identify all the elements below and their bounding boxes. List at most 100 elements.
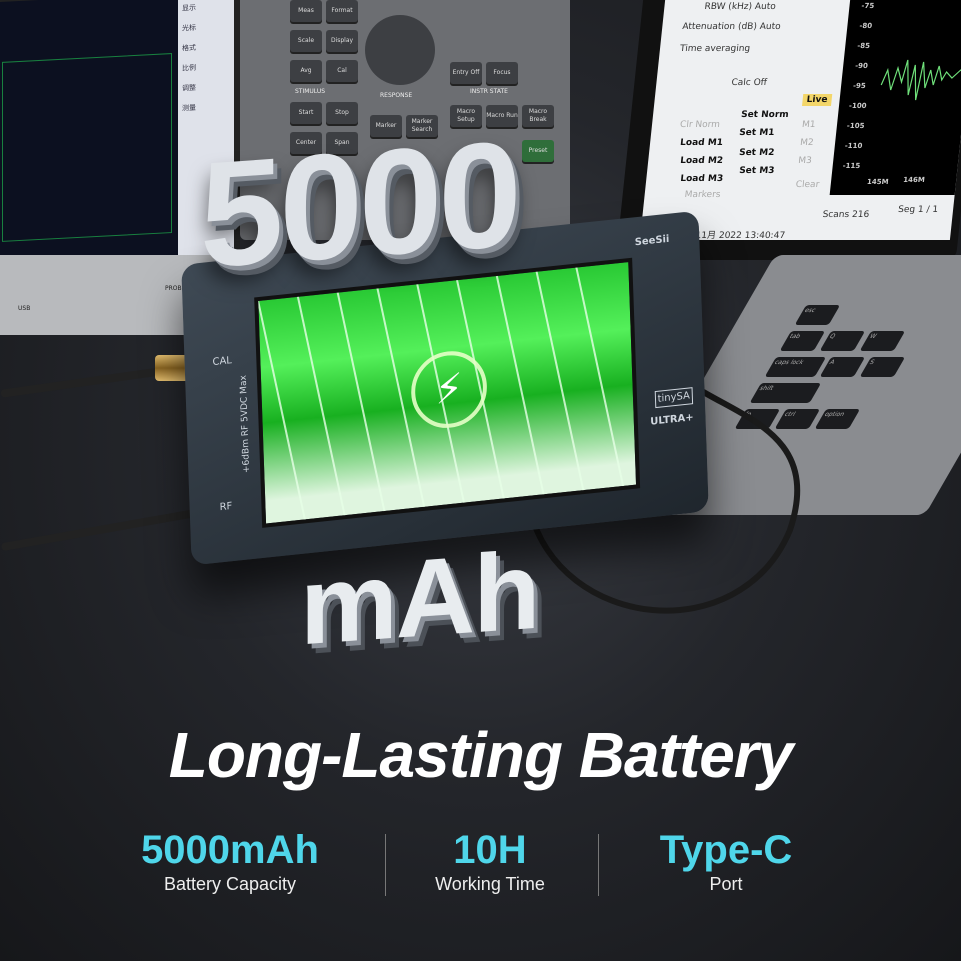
cal-cable xyxy=(0,366,170,398)
dpad xyxy=(365,15,435,85)
set-norm-button: Set Norm xyxy=(740,110,790,120)
menu-label: 光标 xyxy=(182,23,196,33)
section-label: RESPONSE xyxy=(380,92,413,99)
y-tick: -100 xyxy=(848,102,867,110)
live-button: Live xyxy=(801,94,833,106)
rating-label: +6dBm RF 5VDC Max xyxy=(238,374,253,474)
variant-label: ULTRA+ xyxy=(650,412,694,428)
section-label: INSTR STATE xyxy=(470,88,508,95)
panel-button: Meas xyxy=(290,0,322,22)
divider xyxy=(385,834,386,896)
lightning-bolt-icon: ⚡ xyxy=(409,347,489,432)
menu-label: 调整 xyxy=(182,83,196,93)
panel-button: Macro Run xyxy=(486,105,518,127)
set-m2-button: Set M2 xyxy=(738,148,775,158)
screen-stripe xyxy=(332,274,393,528)
key: option xyxy=(814,409,861,429)
laptop-screen: RBW (kHz) Auto Attenuation (dB) Auto Tim… xyxy=(639,0,961,240)
monitor-plot xyxy=(2,53,172,242)
stat-value: Type-C xyxy=(659,828,793,872)
model-logo: tinySA xyxy=(654,387,694,409)
clr-norm-button: Clr Norm xyxy=(679,120,721,130)
y-tick: -85 xyxy=(856,42,871,50)
attenuation-setting: Attenuation (dB) Auto xyxy=(681,22,782,32)
time-averaging-label: Time averaging xyxy=(679,44,751,54)
spectrum-plot: -75 -80 -85 -90 -95 -100 -105 -110 -115 … xyxy=(829,0,961,195)
scans-count: Scans 216 xyxy=(822,210,870,220)
section-label: STIMULUS xyxy=(295,88,326,95)
key: tab xyxy=(779,331,826,351)
y-tick: -110 xyxy=(844,142,863,150)
cal-port-label: CAL xyxy=(212,355,233,369)
y-tick: -90 xyxy=(854,62,869,70)
hero-unit: mAh xyxy=(300,528,539,669)
panel-button: Macro Setup xyxy=(450,105,482,127)
panel-button: Avg xyxy=(290,60,322,82)
calc-select: Calc Off xyxy=(730,78,768,88)
device-screen: ⚡ xyxy=(254,257,641,528)
rf-cable xyxy=(0,506,210,552)
load-m3-button: Load M3 xyxy=(679,174,724,184)
menu-label: 格式 xyxy=(182,43,196,53)
panel-button: Preset xyxy=(522,140,554,162)
brand-label: SeeSii xyxy=(634,233,670,249)
key: S xyxy=(859,357,906,377)
stat-label: Port xyxy=(709,874,743,894)
panel-button: Scale xyxy=(290,30,322,52)
panel-button: Focus xyxy=(486,62,518,84)
m2-indicator: M2 xyxy=(799,138,815,148)
y-tick: -105 xyxy=(846,122,865,130)
screen-stripe xyxy=(293,279,354,528)
x-tick: 145M xyxy=(866,178,890,186)
segment-indicator: Seg 1 / 1 xyxy=(897,205,939,215)
rf-port-label: RF xyxy=(219,500,233,514)
m1-indicator: M1 xyxy=(801,120,817,130)
set-m1-button: Set M1 xyxy=(738,128,775,138)
key: W xyxy=(859,331,906,351)
rbw-setting: RBW (kHz) Auto xyxy=(703,2,777,12)
stat-value: 5000mAh xyxy=(141,828,319,872)
y-tick: -75 xyxy=(861,2,875,10)
stat-label: Working Time xyxy=(435,874,545,894)
x-tick: 146M xyxy=(902,176,926,184)
panel-button: Marker xyxy=(370,115,402,137)
panel-button: Display xyxy=(326,30,358,52)
load-m1-button: Load M1 xyxy=(679,138,724,148)
menu-label: 测量 xyxy=(182,103,196,113)
y-tick: -115 xyxy=(842,162,861,170)
stat-value: 10H xyxy=(453,828,527,872)
usb-label: USB xyxy=(18,305,31,312)
screen-stripe xyxy=(254,283,314,528)
laptop: RBW (kHz) Auto Attenuation (dB) Auto Tim… xyxy=(615,0,961,260)
panel-button: Macro Break xyxy=(522,105,554,127)
set-m3-button: Set M3 xyxy=(738,166,775,176)
headline: Long-Lasting Battery xyxy=(168,719,794,791)
clear-button: Clear xyxy=(795,180,820,190)
stat-port: Type-C Port xyxy=(626,826,826,895)
panel-button: Cal xyxy=(326,60,358,82)
panel-button: Entry Off xyxy=(450,62,482,84)
key: A xyxy=(819,357,866,377)
m3-indicator: M3 xyxy=(797,156,813,166)
key: Q xyxy=(819,331,866,351)
stat-capacity: 5000mAh Battery Capacity xyxy=(110,826,350,895)
panel-button: Format xyxy=(326,0,358,22)
y-tick: -95 xyxy=(852,82,867,90)
panel-button: Center xyxy=(290,132,322,154)
key: caps lock xyxy=(764,357,827,377)
stat-working-time: 10H Working Time xyxy=(400,826,580,895)
panel-button: Span xyxy=(326,132,358,154)
markers-label: Markers xyxy=(684,190,721,200)
hero-number: 5000 xyxy=(200,108,518,300)
instrument-panel: Meas Format Scale Display Avg Cal STIMUL… xyxy=(240,0,570,240)
panel-button: Marker Search xyxy=(406,115,438,137)
menu-label: 比例 xyxy=(182,63,196,73)
panel-button: Start xyxy=(290,102,322,124)
y-tick: -80 xyxy=(858,22,873,30)
spectrum-trace xyxy=(880,59,961,101)
divider xyxy=(598,834,599,896)
stat-label: Battery Capacity xyxy=(163,874,297,894)
panel-button: Stop xyxy=(326,102,358,124)
load-m2-button: Load M2 xyxy=(679,156,724,166)
